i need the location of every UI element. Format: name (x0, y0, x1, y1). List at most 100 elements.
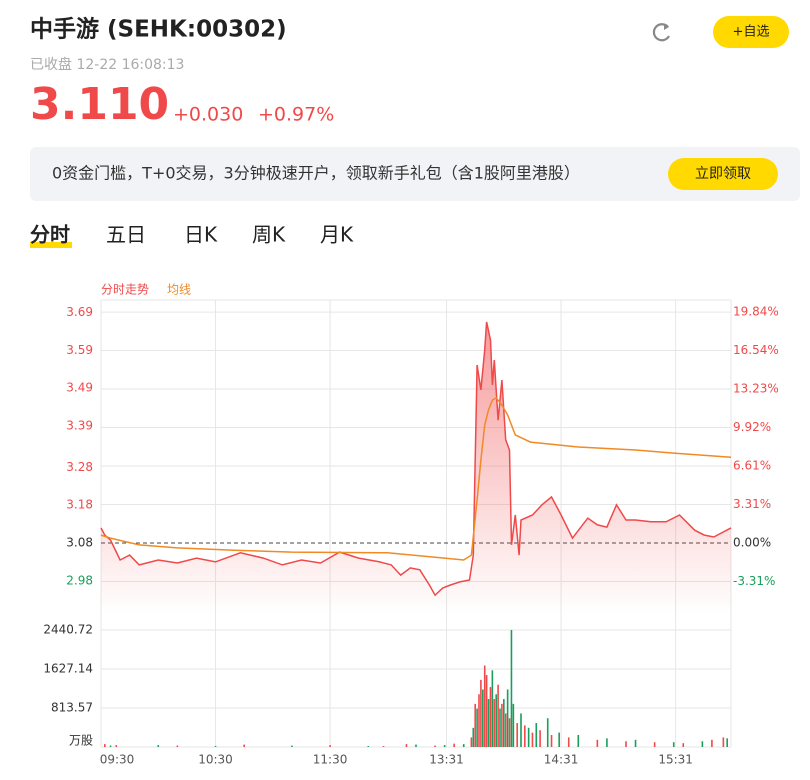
volume-bar (474, 703, 476, 747)
volume-bar (726, 738, 728, 747)
volume-bar (516, 723, 518, 747)
tab[interactable]: 分时 (30, 223, 70, 247)
y-tick-label: 3.28 (66, 460, 93, 474)
banner-button[interactable] (668, 158, 778, 190)
volume-bar (478, 694, 480, 747)
stock-title: 中手游 (SEHK:00302) (30, 16, 287, 43)
volume-bar (493, 699, 496, 747)
volume-bar (485, 675, 488, 747)
y2-tick-label: 16.54% (733, 343, 779, 357)
volume-bar (489, 687, 492, 747)
y2-tick-label: 13.23% (733, 382, 779, 396)
y-tick-label: 万股 (69, 734, 93, 748)
volume-bar (491, 670, 494, 747)
banner-text: 0资金门槛，T+0交易，3分钟极速开户，领取新手礼包（含1股阿里港股） (52, 164, 580, 183)
volume-bar (531, 732, 534, 747)
volume-bar (487, 699, 490, 747)
volume-bar (497, 684, 499, 747)
volume-bar (443, 745, 446, 747)
volume-bar (157, 745, 160, 747)
volume-bar (176, 745, 179, 747)
volume-bar (501, 703, 503, 747)
volume-bar (524, 725, 526, 747)
volume-bar (535, 723, 538, 747)
volume-bar (577, 735, 580, 747)
y-tick-label: 3.49 (66, 381, 93, 395)
volume-bar (104, 744, 106, 747)
refresh-icon[interactable] (652, 23, 670, 42)
volume-bar (527, 727, 530, 747)
volume-bar (405, 744, 408, 747)
y2-tick-label: -3.31% (733, 574, 775, 588)
volume-bar (625, 741, 627, 747)
volume-bar (520, 713, 522, 747)
volume-bar (329, 745, 331, 747)
volume-bar (109, 745, 112, 747)
volume-bar (606, 738, 608, 747)
tab[interactable]: 五日 (106, 223, 146, 247)
watch-button-label[interactable]: +自选 (733, 25, 770, 40)
volume-bar (672, 742, 675, 747)
tab[interactable]: 日K (184, 223, 218, 247)
banner-button-label[interactable]: 立即领取 (695, 166, 751, 182)
volume-bar (482, 689, 484, 747)
volume-bar (382, 746, 385, 747)
y2-tick-label: 9.92% (733, 420, 771, 434)
volume-bar (682, 743, 685, 747)
y-tick-label: 2.98 (66, 573, 93, 587)
volume-bar (462, 744, 465, 747)
x-tick-label: 14:31 (544, 753, 579, 767)
legend-entry: 分时走势 (101, 283, 149, 297)
y2-tick-label: 6.61% (733, 459, 771, 473)
volume-bar (508, 718, 511, 747)
refresh-arrow (664, 24, 669, 30)
tab-underline (30, 242, 72, 248)
volume-bar (711, 739, 713, 747)
volume-bar (558, 732, 560, 747)
x-tick-label: 09:30 (100, 753, 135, 767)
y-tick-label: 1627.14 (43, 662, 93, 676)
volume-bar (472, 727, 475, 747)
price-area (101, 321, 731, 615)
volume-bar (503, 699, 505, 747)
x-tick-label: 15:31 (658, 753, 693, 767)
volume-bar (653, 742, 656, 747)
y2-tick-label: 0.00% (733, 535, 771, 549)
volume-bar (434, 745, 436, 747)
volume-bar (510, 630, 513, 747)
change-pct: +0.97% (258, 104, 334, 126)
y-tick-label: 3.08 (66, 536, 93, 550)
volume-bar (453, 743, 455, 747)
y2-tick-label: 3.31% (733, 497, 771, 511)
volume-bar (701, 741, 704, 747)
price-line (100, 321, 732, 597)
y2-tick-label: 19.84% (733, 305, 779, 319)
tab[interactable]: 月K (320, 223, 354, 247)
volume-bar (483, 665, 486, 747)
banner (30, 147, 800, 201)
tab[interactable]: 周K (252, 223, 286, 247)
volume-bar (546, 718, 549, 747)
volume-bar (596, 739, 599, 747)
change: +0.030 (173, 104, 243, 126)
watch-button[interactable] (713, 16, 789, 48)
volume-bar (512, 703, 515, 747)
x-tick-label: 11:30 (313, 753, 348, 767)
y-tick-label: 3.39 (66, 418, 93, 432)
y-tick-label: 2440.72 (43, 623, 93, 637)
volume-bar (722, 737, 725, 747)
price: 3.110 (30, 79, 169, 130)
volume-bar (415, 744, 417, 747)
volume-bar (539, 730, 541, 747)
legend-entry: 均线 (167, 283, 191, 297)
y-tick-label: 813.57 (51, 701, 93, 715)
y-tick-label: 3.59 (66, 343, 93, 357)
volume-bar (499, 708, 501, 747)
volume-bar (495, 694, 497, 747)
volume-bar (367, 746, 370, 747)
y-tick-label: 3.69 (66, 305, 93, 319)
average-line (100, 396, 732, 561)
volume-bar (634, 739, 637, 747)
x-tick-label: 10:30 (198, 753, 233, 767)
